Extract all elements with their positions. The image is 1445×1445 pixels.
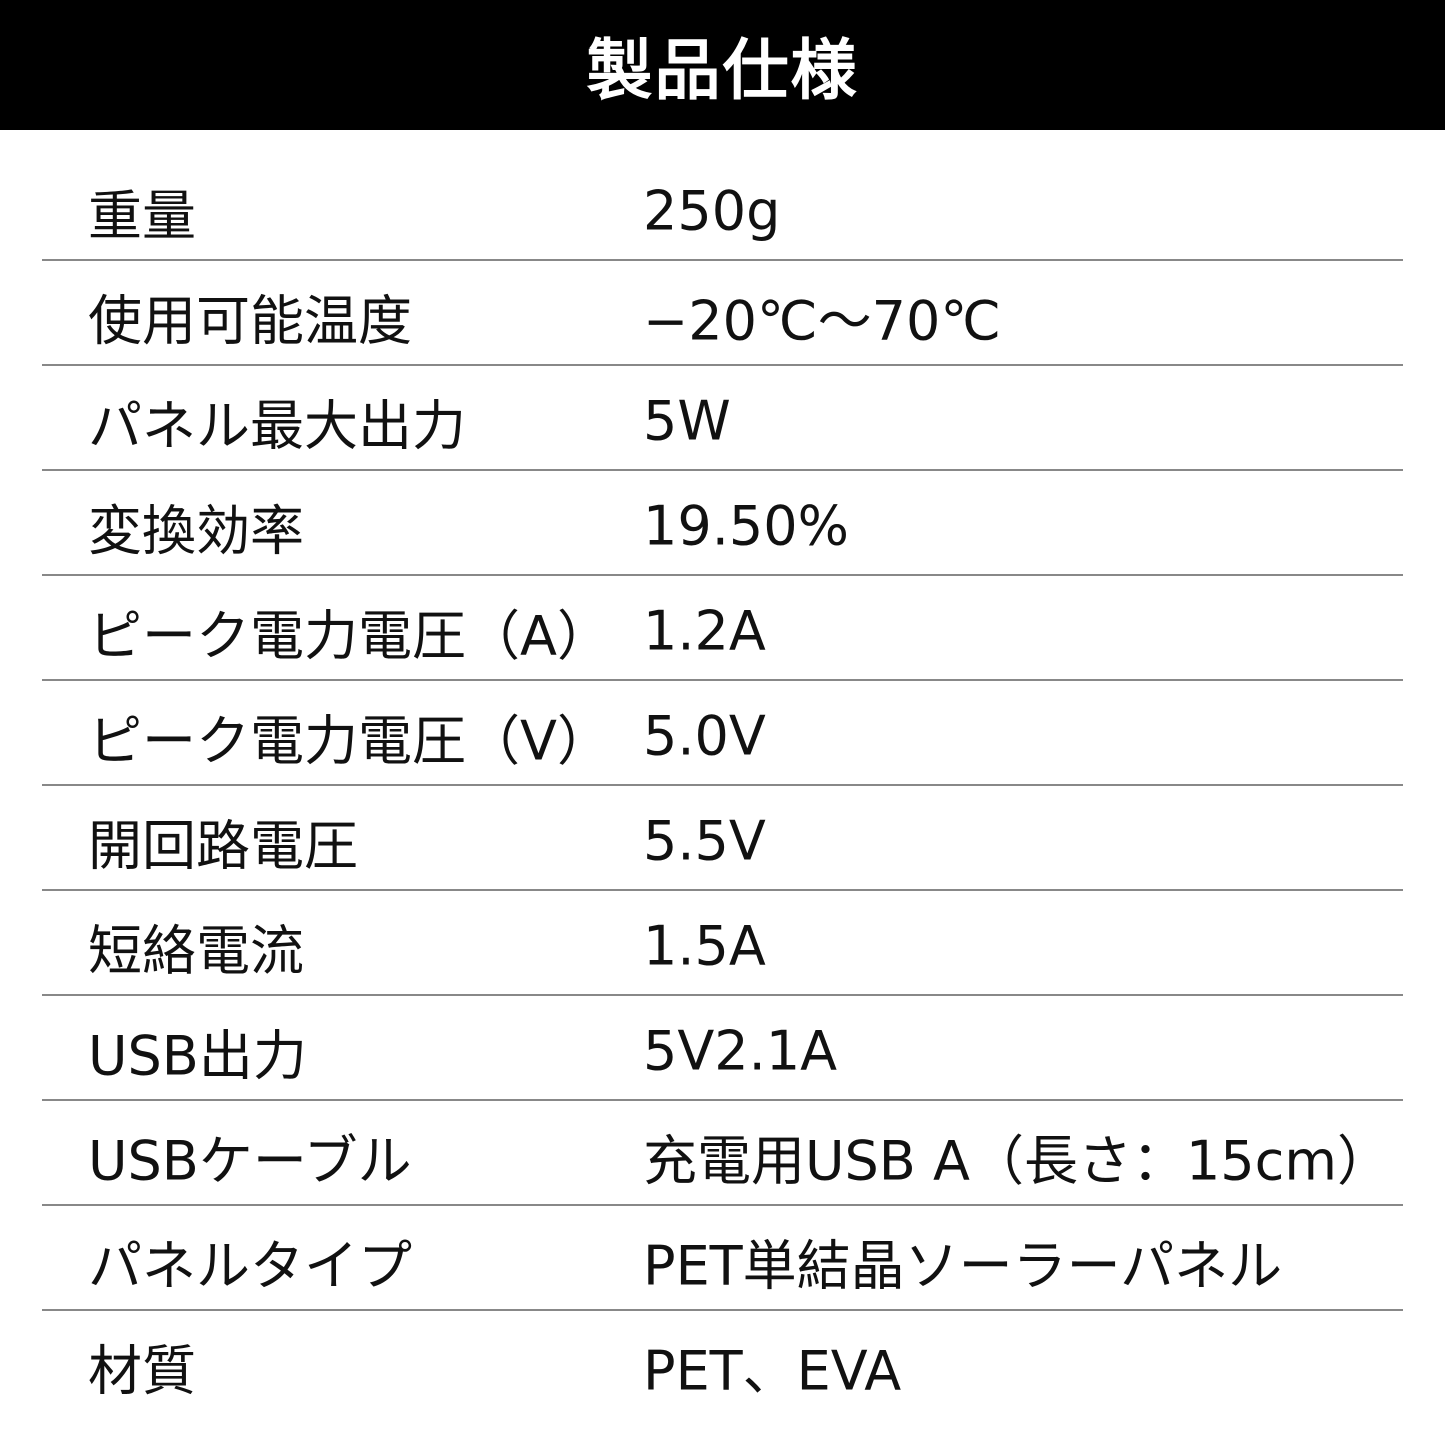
spec-row: 変換効率 19.50%	[42, 473, 1403, 578]
row-divider	[42, 994, 1403, 996]
spec-row: ピーク電力電圧（V） 5.0V	[42, 683, 1403, 788]
row-divider	[42, 679, 1403, 681]
spec-value: 5W	[643, 389, 731, 452]
row-divider	[42, 469, 1403, 471]
header-bar: 製品仕様	[0, 0, 1445, 130]
spec-label: USBケーブル	[88, 1129, 412, 1192]
spec-label: USB出力	[88, 1024, 307, 1087]
row-divider	[42, 364, 1403, 366]
spec-label: ピーク電力電圧（V）	[88, 709, 611, 772]
spec-value: 19.50%	[643, 494, 849, 557]
spec-label: ピーク電力電圧（A）	[88, 604, 611, 667]
spec-label: 材質	[88, 1339, 196, 1402]
spec-row: パネルタイプ PET単結晶ソーラーパネル	[42, 1208, 1403, 1313]
row-divider	[42, 259, 1403, 261]
spec-value: PET単結晶ソーラーパネル	[643, 1234, 1283, 1297]
spec-label: 開回路電圧	[88, 814, 358, 877]
spec-value: 1.2A	[643, 599, 766, 662]
spec-row: 開回路電圧 5.5V	[42, 788, 1403, 893]
spec-value: 250g	[643, 179, 781, 242]
page-title: 製品仕様	[586, 32, 859, 109]
spec-value: 1.5A	[643, 914, 766, 977]
spec-value: −20℃〜70℃	[643, 289, 1001, 352]
spec-row: 短絡電流 1.5A	[42, 893, 1403, 998]
row-divider	[42, 1204, 1403, 1206]
spec-label: 短絡電流	[88, 919, 304, 982]
row-divider	[42, 784, 1403, 786]
spec-value: PET、EVA	[643, 1339, 902, 1402]
spec-value: 充電用USB A（長さ：15cm）	[643, 1129, 1391, 1192]
spec-value: 5.5V	[643, 809, 766, 872]
spec-row: 使用可能温度 −20℃〜70℃	[42, 263, 1403, 368]
row-divider	[42, 889, 1403, 891]
spec-row: 重量 250g	[42, 158, 1403, 263]
spec-value: 5V2.1A	[643, 1019, 838, 1082]
spec-label: パネル最大出力	[88, 394, 466, 457]
spec-row: 材質 PET、EVA	[42, 1313, 1403, 1418]
spec-row: USB出力 5V2.1A	[42, 998, 1403, 1103]
spec-label: 使用可能温度	[88, 289, 412, 352]
row-divider	[42, 1309, 1403, 1311]
spec-value: 5.0V	[643, 704, 766, 767]
row-divider	[42, 574, 1403, 576]
spec-label: 変換効率	[88, 499, 304, 562]
spec-row: パネル最大出力 5W	[42, 368, 1403, 473]
spec-row: USBケーブル 充電用USB A（長さ：15cm）	[42, 1103, 1403, 1208]
spec-label: パネルタイプ	[88, 1234, 412, 1297]
spec-label: 重量	[88, 184, 196, 247]
spec-row: ピーク電力電圧（A） 1.2A	[42, 578, 1403, 683]
row-divider	[42, 1099, 1403, 1101]
